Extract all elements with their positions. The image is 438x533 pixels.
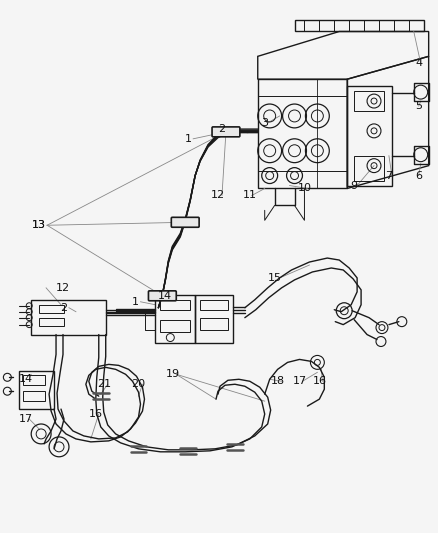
Text: 21: 21 [97, 379, 111, 389]
Text: 12: 12 [56, 283, 70, 293]
Text: 10: 10 [297, 183, 311, 193]
Text: 2: 2 [219, 124, 226, 134]
Bar [31, 300, 106, 335]
Text: 5: 5 [415, 101, 422, 111]
Text: 2: 2 [60, 303, 67, 313]
Text: 1: 1 [132, 297, 139, 307]
Bar [160, 320, 190, 332]
Bar [19, 372, 54, 409]
Bar [200, 300, 228, 310]
Text: 14: 14 [19, 374, 33, 384]
Bar [160, 300, 190, 310]
Bar [155, 295, 195, 343]
Text: 15: 15 [268, 273, 282, 283]
Bar [354, 156, 384, 181]
Text: 4: 4 [415, 58, 422, 68]
Text: 14: 14 [158, 291, 173, 301]
Text: 12: 12 [211, 190, 225, 200]
Text: 17: 17 [19, 414, 33, 424]
Bar [39, 305, 64, 313]
Bar [23, 391, 45, 401]
FancyBboxPatch shape [212, 127, 240, 137]
FancyBboxPatch shape [148, 291, 176, 301]
FancyBboxPatch shape [171, 217, 199, 227]
Text: 16: 16 [312, 376, 326, 386]
Bar [39, 318, 64, 326]
Text: 7: 7 [385, 171, 392, 181]
Text: 17: 17 [293, 376, 307, 386]
Text: 20: 20 [131, 379, 145, 389]
Bar [200, 318, 228, 329]
Text: 18: 18 [271, 376, 285, 386]
Text: 6: 6 [415, 171, 422, 181]
Text: 9: 9 [350, 181, 358, 190]
Text: 19: 19 [166, 369, 180, 379]
Text: 1: 1 [185, 134, 192, 144]
Text: 3: 3 [261, 118, 268, 128]
Text: 11: 11 [243, 190, 257, 200]
Text: 13: 13 [32, 220, 46, 230]
Text: 13: 13 [32, 220, 46, 230]
Bar [23, 375, 45, 385]
Text: 16: 16 [89, 409, 103, 419]
Bar [354, 91, 384, 111]
Bar [347, 86, 392, 185]
Bar [195, 295, 233, 343]
